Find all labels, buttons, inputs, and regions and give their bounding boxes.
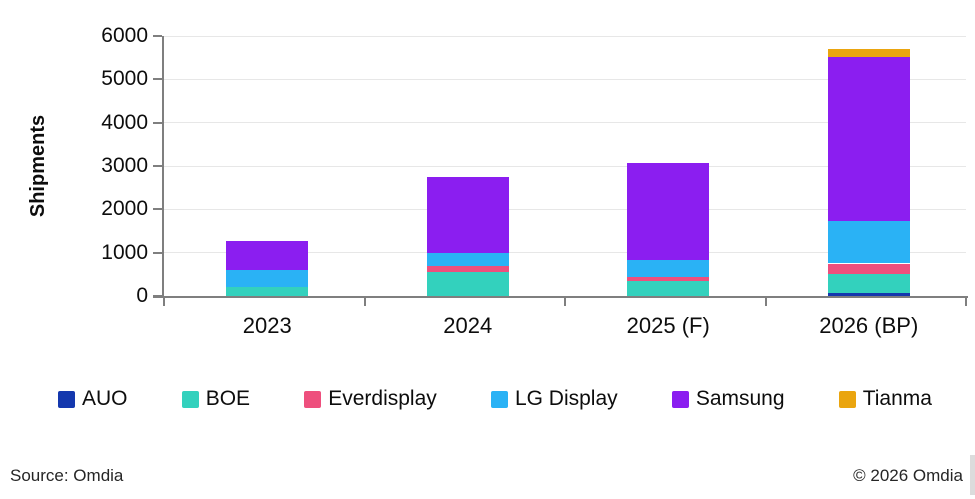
legend-label: Samsung	[695, 387, 785, 410]
gridline	[164, 78, 966, 80]
legend-item-tianma: Tianma	[838, 387, 932, 411]
legend-label: LG Display	[514, 387, 618, 410]
bar-segment-samsung	[426, 177, 509, 254]
legend-item-auo: AUO	[58, 387, 128, 411]
legend-label: Tianma	[862, 387, 932, 410]
legend-swatch-icon	[671, 390, 689, 408]
legend-item-lg-display: LG Display	[490, 387, 618, 411]
gridline	[164, 35, 966, 37]
y-axis-tick	[153, 121, 162, 124]
bar-segment-lg-display	[226, 270, 309, 288]
x-axis-tick	[965, 298, 967, 306]
x-axis-tick	[564, 298, 566, 306]
source-note: Source: Omdia	[10, 466, 124, 485]
bar-segment-everdisplay	[627, 277, 710, 281]
bar-segment-samsung	[627, 162, 710, 261]
y-tick-label: 6000	[101, 24, 148, 47]
legend-label: BOE	[205, 387, 251, 410]
y-axis-line	[162, 36, 164, 298]
y-axis-tick	[153, 35, 162, 37]
legend-swatch-icon	[58, 390, 75, 408]
legend-swatch-icon	[490, 390, 508, 408]
gridline	[164, 208, 966, 210]
x-axis-label: 2024	[443, 313, 493, 338]
y-tick-label: 1000	[101, 240, 148, 264]
bar-segment-boe	[426, 272, 509, 296]
x-axis-tick	[363, 298, 366, 306]
bar-segment-lg-display	[827, 221, 910, 264]
legend-label: AUO	[82, 387, 128, 410]
x-axis-label: 2026 (BP)	[819, 313, 919, 338]
y-tick-label: 5000	[101, 67, 148, 91]
legend-swatch-icon	[304, 390, 322, 408]
bar-segment-samsung	[226, 241, 309, 270]
legend-item-samsung: Samsung	[671, 387, 785, 411]
y-axis-tick	[153, 165, 162, 167]
bar-segment-tianma	[827, 49, 910, 58]
legend: AUO BOE Everdisplay LG Display Samsung Tianma	[58, 384, 932, 414]
legend-swatch-icon	[838, 390, 856, 408]
y-tick-label: 0	[136, 284, 148, 307]
y-axis-tick	[153, 251, 162, 254]
legend-item-boe: BOE	[181, 387, 251, 411]
bar-segment-auo	[827, 293, 910, 296]
bar-segment-boe	[226, 287, 309, 296]
copyright-note: © 2026 Omdia	[853, 466, 963, 485]
y-axis-tick	[153, 78, 162, 81]
legend-swatch-icon	[181, 390, 199, 408]
y-tick-label: 2000	[101, 197, 148, 221]
gridline	[164, 122, 966, 124]
legend-item-everdisplay: Everdisplay	[304, 387, 437, 411]
bar-segment-lg-display	[627, 260, 710, 278]
x-axis-tick	[764, 298, 767, 306]
bar-segment-lg-display	[426, 253, 509, 267]
legend-label: Everdisplay	[328, 387, 437, 410]
y-tick-label: 3000	[101, 154, 148, 177]
bar-segment-samsung	[827, 57, 910, 222]
x-axis-label: 2023	[242, 313, 292, 338]
bar-segment-everdisplay	[426, 266, 509, 273]
gridline	[164, 165, 966, 167]
bar-segment-boe	[627, 280, 710, 296]
bar-segment-boe	[827, 274, 910, 294]
x-axis-label: 2025 (F)	[626, 313, 710, 338]
x-axis-tick	[163, 298, 165, 306]
x-axis-line	[153, 296, 968, 298]
y-tick-label: 4000	[101, 110, 148, 134]
gridline	[164, 252, 966, 254]
y-axis-tick	[153, 208, 162, 211]
bar-segment-everdisplay	[827, 263, 910, 275]
right-edge-artifact	[970, 455, 975, 495]
